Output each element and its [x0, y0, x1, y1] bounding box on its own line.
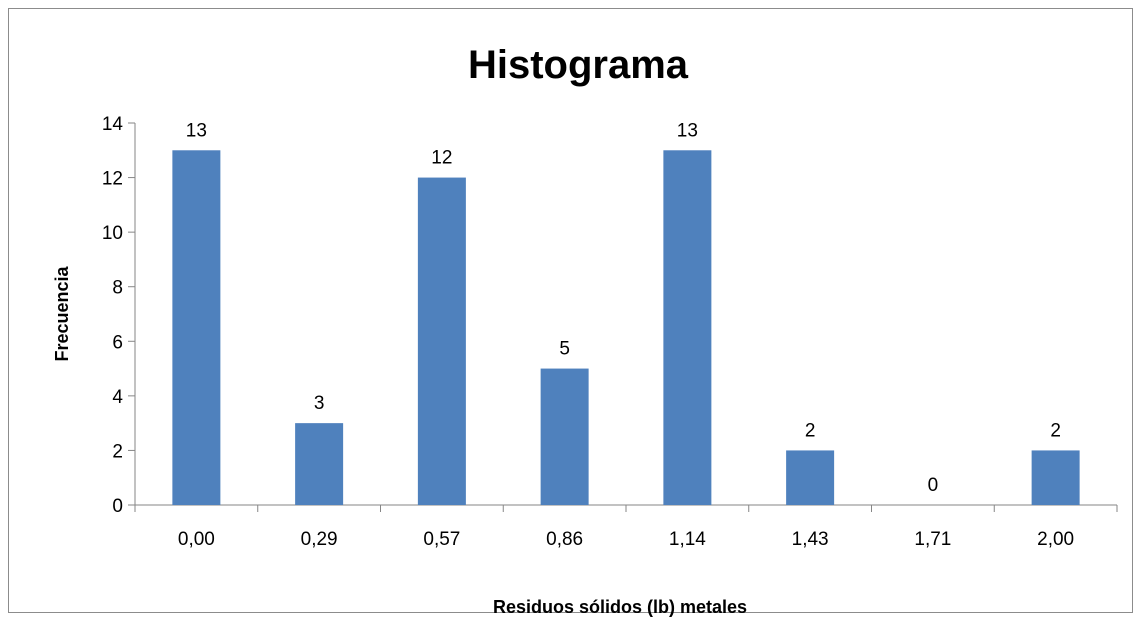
y-tick-label: 2: [112, 441, 123, 462]
y-tick-label: 8: [112, 278, 123, 299]
chart-title: Histograma: [468, 43, 689, 87]
x-tick-label: 0,57: [423, 529, 460, 550]
x-tick-label: 1,71: [914, 529, 951, 550]
bar: [540, 368, 589, 505]
bar: [172, 150, 221, 506]
data-label: 12: [431, 148, 452, 169]
x-axis-title: Residuos sólidos (lb) metales: [493, 597, 747, 617]
x-tick-label: 2,00: [1037, 529, 1074, 550]
y-tick-label: 6: [112, 332, 123, 353]
data-label: 13: [186, 120, 207, 141]
y-tick-label: 14: [102, 114, 124, 135]
x-tick-label: 0,00: [178, 529, 215, 550]
data-label: 2: [1050, 420, 1061, 441]
y-tick-label: 4: [112, 387, 123, 408]
data-label: 0: [928, 475, 939, 496]
data-label: 2: [805, 420, 816, 441]
x-tick-label: 0,29: [301, 529, 338, 550]
y-axis-title: Frecuencia: [52, 265, 72, 361]
y-tick-label: 0: [112, 496, 123, 517]
y-tick-label: 12: [102, 169, 123, 190]
bar: [1031, 450, 1080, 505]
bar: [663, 150, 712, 506]
data-label: 13: [677, 120, 698, 141]
bar: [295, 423, 344, 505]
data-label: 3: [314, 393, 325, 414]
x-tick-label: 1,43: [792, 529, 829, 550]
data-label: 5: [559, 339, 570, 360]
y-tick-label: 10: [102, 223, 123, 244]
bar: [786, 450, 835, 505]
bar: [417, 177, 466, 506]
x-tick-label: 0,86: [546, 529, 583, 550]
x-tick-label: 1,14: [669, 529, 706, 550]
